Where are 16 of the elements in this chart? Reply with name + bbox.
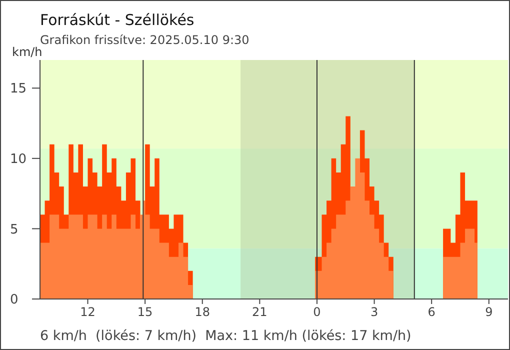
y-tick-label: 0 <box>10 292 18 308</box>
text: 6 km/h (lökés: 7 km/h) Max: 11 km/h (lökés: 17 km/h) <box>40 328 412 344</box>
y-tick-label: 5 <box>10 222 18 238</box>
x-tick-label: 15 <box>137 305 153 319</box>
x-tick-label: 0 <box>313 305 321 319</box>
x-tick-label: 3 <box>370 305 378 319</box>
y-tick-label: 10 <box>10 152 27 167</box>
chart-subtitle: Grafikon frissítve: 2025.05.10 9:30 <box>40 33 250 47</box>
x-tick-label: 12 <box>80 305 96 319</box>
x-tick-label: 21 <box>252 305 268 319</box>
x-tick-label: 6 <box>428 305 436 319</box>
x-tick-label: 18 <box>194 305 210 319</box>
x-tick-label: 9 <box>485 305 493 319</box>
y-axis-title: km/h <box>12 45 42 59</box>
y-tick-label: 15 <box>10 82 27 97</box>
chart-title: Forráskút - Széllökés <box>40 11 194 29</box>
